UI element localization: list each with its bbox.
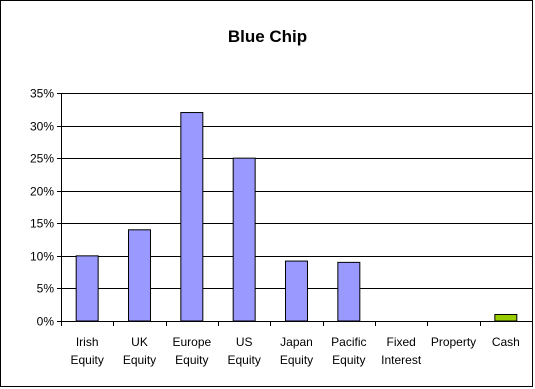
y-tick-label: 5% xyxy=(37,282,55,296)
x-tick-labels: Irish Equity UK Equity Europe Equity US Equity J… xyxy=(70,335,519,367)
y-tick-label: 10% xyxy=(30,250,54,264)
x-tick-label: Irish Equity xyxy=(70,335,103,367)
bar xyxy=(75,255,99,322)
y-tick-labels: 0% 5% 10% 15% 20% 25% 30% 35% xyxy=(30,87,54,329)
x-tick-label: Cash xyxy=(492,335,520,349)
bar xyxy=(285,260,308,322)
y-tick-label: 0% xyxy=(37,315,55,329)
y-tick-label: 35% xyxy=(30,87,54,101)
bar xyxy=(232,157,256,322)
y-tick-label: 20% xyxy=(30,185,54,199)
bars xyxy=(75,112,518,322)
x-tick-label: Europe Equity xyxy=(172,335,211,367)
y-tick-label: 25% xyxy=(30,152,54,166)
x-tick-label: Japan Equity xyxy=(280,335,313,367)
y-tick-label: 15% xyxy=(30,217,54,231)
x-tick-label: UK Equity xyxy=(123,335,156,367)
axes xyxy=(57,93,533,326)
x-tick-label: Property xyxy=(431,335,476,349)
x-tick-label: Fixed Interest xyxy=(381,335,422,367)
bar xyxy=(128,229,151,322)
bar xyxy=(180,112,204,322)
y-tick-label: 30% xyxy=(30,120,54,134)
bar xyxy=(337,261,361,322)
chart-title: Blue Chip xyxy=(227,27,308,46)
x-tick-label: Pacific Equity xyxy=(331,335,366,367)
bar xyxy=(494,313,518,322)
x-tick-label: US Equity xyxy=(227,335,260,367)
